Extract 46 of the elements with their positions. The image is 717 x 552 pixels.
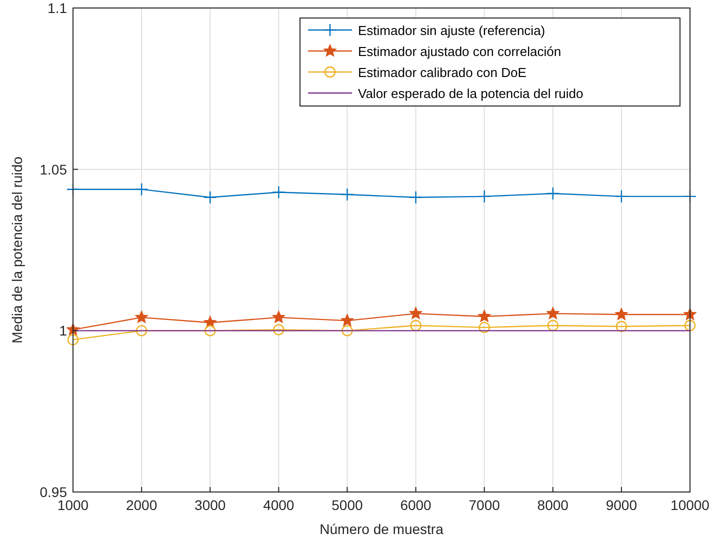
x-tick-label: 6000 (400, 497, 432, 513)
point (204, 325, 216, 336)
legend-label: Valor esperado de la potencia del ruido (358, 86, 584, 101)
point (614, 190, 628, 204)
point (478, 190, 491, 204)
legend-label: Estimador sin ajuste (referencia) (358, 23, 546, 38)
point (615, 308, 628, 320)
point (272, 310, 285, 323)
point (616, 320, 628, 332)
point (684, 320, 696, 332)
x-tick-label: 1000 (57, 497, 89, 513)
x-tick-label: 7000 (468, 497, 500, 513)
y-tick-label: 0.95 (40, 484, 68, 500)
point (410, 307, 422, 319)
x-axis-title: Número de muestra (320, 521, 444, 537)
x-tick-label: 8000 (537, 497, 569, 513)
y-tick-label: 1 (59, 322, 68, 339)
x-tick-label: 5000 (332, 497, 364, 513)
point (204, 190, 217, 204)
x-tick-label: 3000 (194, 497, 226, 513)
point (546, 307, 560, 319)
point (67, 334, 79, 346)
point (546, 186, 560, 200)
point (134, 182, 148, 196)
point (478, 322, 490, 334)
point (340, 188, 354, 202)
point (135, 310, 148, 323)
point (342, 325, 353, 336)
point (272, 186, 286, 199)
x-tick-label: 9000 (606, 497, 638, 513)
point (684, 308, 696, 320)
legend-label: Estimador calibrado con DoE (358, 65, 527, 80)
y-tick-label: 1.05 (40, 161, 68, 178)
point (547, 320, 558, 332)
point (410, 320, 422, 332)
point (478, 310, 491, 322)
x-tick-label: 4000 (263, 497, 294, 513)
y-axis-title: Media de la potencia del ruido (9, 156, 25, 344)
y-tick-label: 1.1 (48, 0, 68, 16)
point (136, 325, 148, 336)
x-tick-label: 10000 (670, 497, 710, 513)
point (273, 324, 284, 336)
point (341, 314, 354, 326)
legend-label: Estimador ajustado con correlación (358, 44, 562, 59)
point (409, 190, 422, 204)
x-tick-label: 2000 (126, 497, 158, 513)
